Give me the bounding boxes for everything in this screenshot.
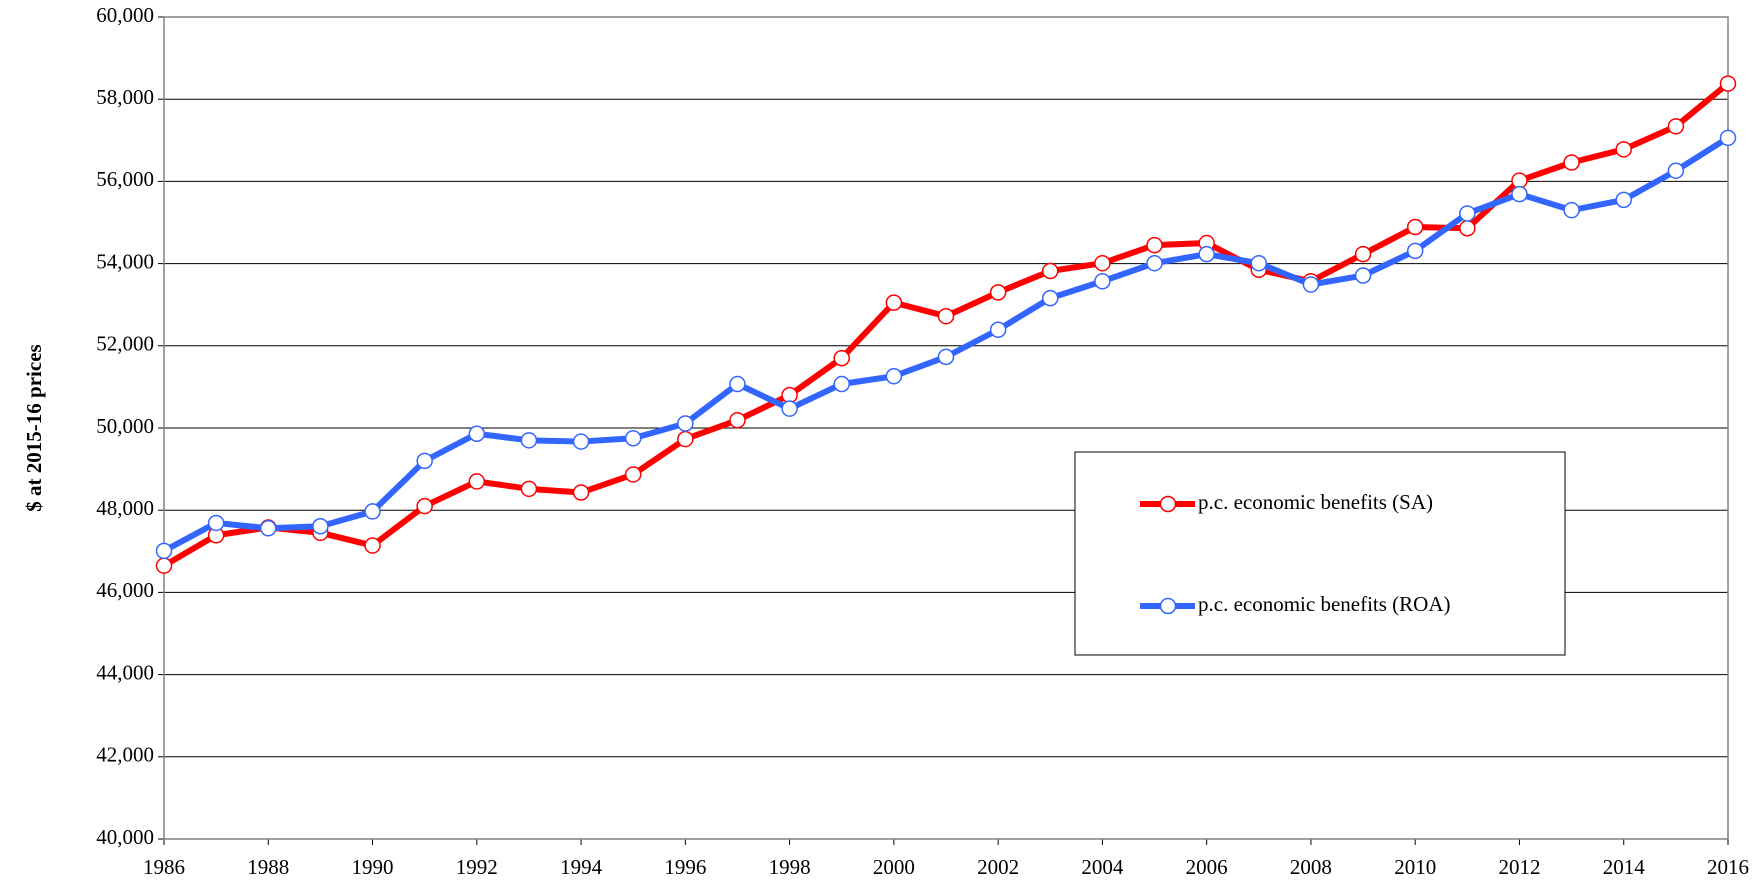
x-tick-label: 1994 — [560, 855, 603, 879]
marker — [937, 348, 955, 366]
y-tick-label: 40,000 — [96, 825, 154, 849]
y-tick-label: 48,000 — [96, 496, 154, 520]
marker — [312, 517, 329, 535]
marker — [1146, 254, 1163, 272]
marker — [1511, 172, 1528, 189]
marker — [520, 480, 538, 498]
marker — [729, 411, 746, 429]
marker — [624, 430, 642, 447]
marker — [937, 307, 955, 325]
marker — [1719, 75, 1737, 92]
legend-label: p.c. economic benefits (ROA) — [1198, 592, 1451, 616]
marker — [1511, 185, 1528, 203]
x-tick-label: 2008 — [1290, 855, 1332, 879]
marker — [1563, 154, 1580, 171]
y-tick-label: 60,000 — [96, 3, 154, 27]
marker — [1146, 236, 1163, 254]
marker — [729, 375, 746, 393]
y-tick-label: 50,000 — [96, 414, 154, 438]
marker — [155, 557, 173, 574]
x-tick-label: 2016 — [1707, 855, 1749, 879]
marker — [572, 433, 590, 450]
x-tick-label: 1998 — [769, 855, 811, 879]
marker — [364, 503, 381, 520]
marker — [1719, 129, 1737, 147]
marker — [416, 452, 433, 470]
marker — [885, 294, 903, 311]
x-tick-label: 2012 — [1498, 855, 1540, 879]
marker — [833, 349, 850, 367]
marker — [1563, 201, 1580, 219]
y-tick-label: 52,000 — [96, 332, 154, 356]
x-tick-label: 2006 — [1186, 855, 1228, 879]
x-tick-label: 1990 — [352, 855, 394, 879]
marker — [260, 520, 277, 537]
marker — [781, 400, 798, 417]
y-tick-label: 42,000 — [96, 743, 154, 767]
marker — [1042, 262, 1059, 280]
marker — [155, 542, 173, 560]
marker — [833, 375, 850, 393]
marker — [1459, 220, 1476, 237]
marker — [207, 514, 225, 532]
legend-marker — [1159, 495, 1177, 513]
x-tick-label: 2004 — [1081, 855, 1124, 879]
x-tick-label: 1996 — [664, 855, 706, 879]
marker — [1354, 267, 1372, 284]
x-tick-label: 1988 — [247, 855, 289, 879]
marker — [572, 484, 590, 501]
x-tick-label: 1992 — [456, 855, 498, 879]
marker — [1198, 245, 1215, 263]
marker — [364, 537, 381, 554]
marker — [1459, 205, 1476, 222]
marker — [1615, 191, 1632, 209]
marker — [1042, 289, 1059, 307]
legend-label: p.c. economic benefits (SA) — [1198, 490, 1433, 514]
x-tick-label: 2002 — [977, 855, 1019, 879]
marker — [1250, 254, 1268, 272]
x-tick-label: 2000 — [873, 855, 915, 879]
marker — [677, 430, 694, 448]
marker — [1406, 242, 1424, 260]
marker — [1094, 254, 1111, 272]
marker — [989, 284, 1007, 301]
x-tick-label: 1986 — [143, 855, 185, 879]
y-tick-label: 58,000 — [96, 85, 154, 109]
marker — [468, 473, 486, 490]
x-tick-label: 2014 — [1603, 855, 1646, 879]
marker — [468, 425, 486, 443]
marker — [1302, 276, 1320, 293]
plot-frame — [163, 16, 1729, 840]
y-tick-label: 44,000 — [96, 660, 154, 684]
marker — [520, 432, 538, 449]
y-tick-label: 54,000 — [96, 249, 154, 273]
y-tick-label: 46,000 — [96, 578, 154, 602]
marker — [885, 367, 903, 385]
marker — [1406, 218, 1424, 236]
marker — [677, 415, 694, 432]
marker — [1615, 141, 1632, 158]
marker — [1354, 245, 1372, 263]
marker — [1667, 162, 1685, 179]
y-axis-label: $ at 2015-16 prices — [22, 344, 46, 511]
marker — [1667, 118, 1685, 135]
marker — [416, 497, 433, 515]
marker — [781, 386, 798, 404]
legend-box — [1074, 451, 1566, 656]
y-tick-label: 56,000 — [96, 167, 154, 191]
marker — [624, 466, 642, 483]
x-tick-label: 2010 — [1394, 855, 1436, 879]
marker — [1094, 273, 1111, 290]
legend-marker — [1159, 597, 1177, 615]
marker — [989, 321, 1007, 339]
